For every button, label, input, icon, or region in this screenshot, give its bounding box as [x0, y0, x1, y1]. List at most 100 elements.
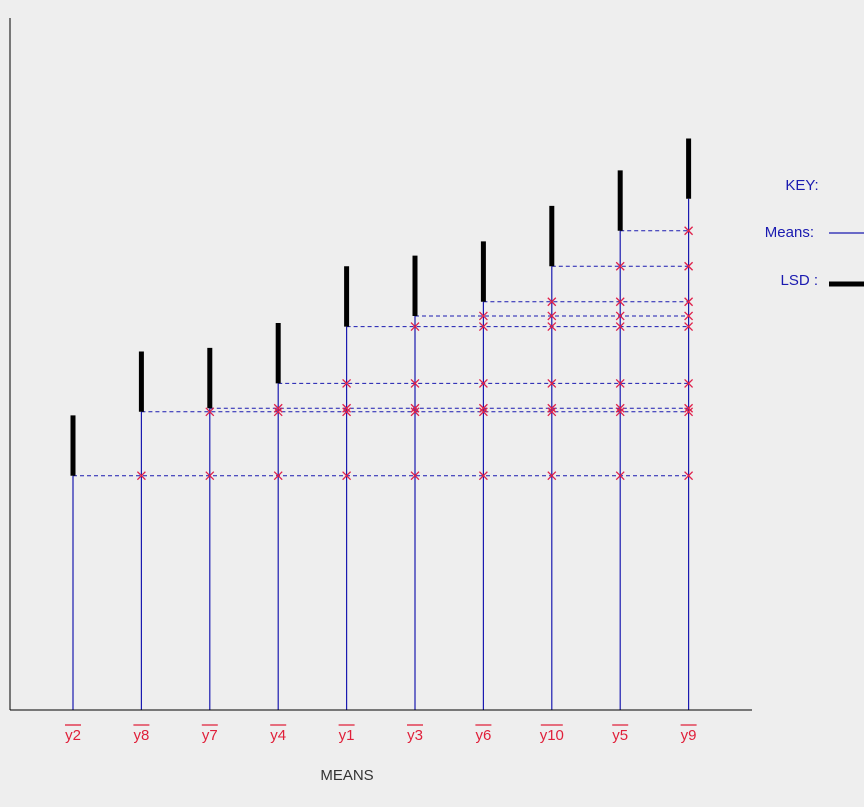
marker-stroke: [478, 322, 488, 332]
marker-stroke: [273, 403, 283, 413]
marker-stroke: [684, 311, 694, 321]
marker-y6-y5: [615, 297, 625, 307]
key-lsd-label: LSD :: [780, 272, 818, 289]
marker-stroke: [478, 407, 488, 417]
key-title: KEY:: [785, 177, 818, 194]
marker-y4-y1: [342, 378, 352, 388]
marker-y1-y6: [478, 322, 488, 332]
marker-y3-y5: [615, 311, 625, 321]
marker-stroke: [615, 261, 625, 271]
marker-y3-y9: [684, 311, 694, 321]
marker-stroke: [478, 403, 488, 413]
marker-stroke: [410, 407, 420, 417]
axes: [9, 18, 752, 711]
tick-label-y5: y5: [612, 727, 628, 744]
marker-y2-y8: [136, 471, 146, 481]
marker-stroke: [684, 297, 694, 307]
tick-label-y7: y7: [202, 727, 218, 744]
marker-stroke: [547, 322, 557, 332]
marker-stroke: [410, 322, 420, 332]
marker-stroke: [205, 471, 215, 481]
tick-label-y10: y10: [540, 727, 564, 744]
marker-stroke: [410, 471, 420, 481]
marker-y3-y6: [478, 311, 488, 321]
marker-y3-y10: [547, 311, 557, 321]
marker-stroke: [205, 407, 215, 417]
marker-stroke: [410, 403, 420, 413]
marker-stroke: [478, 311, 488, 321]
tick-label-y9: y9: [681, 727, 697, 744]
marker-stroke: [615, 407, 625, 417]
tick-label-y8: y8: [133, 727, 149, 744]
marker-stroke: [615, 471, 625, 481]
marker-y6-y9: [684, 297, 694, 307]
marker-stroke: [615, 311, 625, 321]
marker-y8-y9: [684, 407, 694, 417]
legend-key: KEY: Means: LSD :: [765, 177, 864, 289]
marker-stroke: [136, 471, 146, 481]
marker-stroke: [684, 407, 694, 417]
marker-y4-y6: [478, 378, 488, 388]
marker-y2-y5: [615, 471, 625, 481]
marker-stroke: [478, 378, 488, 388]
x-axis-label: MEANS: [320, 767, 373, 784]
marker-stroke: [684, 471, 694, 481]
marker-y10-y9: [684, 261, 694, 271]
marker-stroke: [684, 226, 694, 236]
x-tick-labels: y2 y8 y7 y4 y1 y3 y6 y10 y5 y9: [65, 724, 697, 744]
marker-stroke: [342, 471, 352, 481]
marker-y7-y4: [273, 403, 283, 413]
tick-label-y2: y2: [65, 727, 81, 744]
marker-y1-y10: [547, 322, 557, 332]
comparison-links: [73, 230, 689, 477]
marker-y7-y3: [410, 403, 420, 413]
marker-stroke: [684, 403, 694, 413]
marker-y4-y5: [615, 378, 625, 388]
marker-stroke: [547, 407, 557, 417]
tick-label-y1: y1: [339, 727, 355, 744]
marker-stroke: [547, 378, 557, 388]
marker-y5-y9: [684, 226, 694, 236]
marker-y2-y7: [205, 471, 215, 481]
mean-stems: [72, 198, 690, 710]
marker-y2-y10: [547, 471, 557, 481]
marker-stroke: [478, 471, 488, 481]
marker-y4-y9: [684, 378, 694, 388]
marker-stroke: [615, 297, 625, 307]
marker-stroke: [547, 403, 557, 413]
marker-y2-y9: [684, 471, 694, 481]
marker-y4-y3: [410, 378, 420, 388]
marker-y8-y3: [410, 407, 420, 417]
marker-stroke: [547, 471, 557, 481]
marker-y7-y6: [478, 403, 488, 413]
marker-stroke: [342, 378, 352, 388]
marker-y8-y7: [205, 407, 215, 417]
marker-y7-y5: [615, 403, 625, 413]
marker-stroke: [684, 378, 694, 388]
marker-y7-y9: [684, 403, 694, 413]
marker-y8-y10: [547, 407, 557, 417]
key-means-label: Means:: [765, 224, 814, 241]
marker-y8-y1: [342, 407, 352, 417]
marker-stroke: [615, 378, 625, 388]
tick-label-y6: y6: [475, 727, 491, 744]
intersection-markers: [136, 226, 694, 481]
marker-y8-y5: [615, 407, 625, 417]
marker-y2-y6: [478, 471, 488, 481]
marker-stroke: [684, 322, 694, 332]
marker-y1-y3: [410, 322, 420, 332]
marker-stroke: [342, 403, 352, 413]
marker-y7-y1: [342, 403, 352, 413]
marker-stroke: [410, 378, 420, 388]
marker-y8-y4: [273, 407, 283, 417]
marker-stroke: [684, 261, 694, 271]
marker-stroke: [273, 407, 283, 417]
tick-label-y3: y3: [407, 727, 423, 744]
marker-y1-y5: [615, 322, 625, 332]
marker-y2-y4: [273, 471, 283, 481]
marker-stroke: [342, 407, 352, 417]
tick-label-y4: y4: [270, 727, 286, 744]
marker-y2-y1: [342, 471, 352, 481]
